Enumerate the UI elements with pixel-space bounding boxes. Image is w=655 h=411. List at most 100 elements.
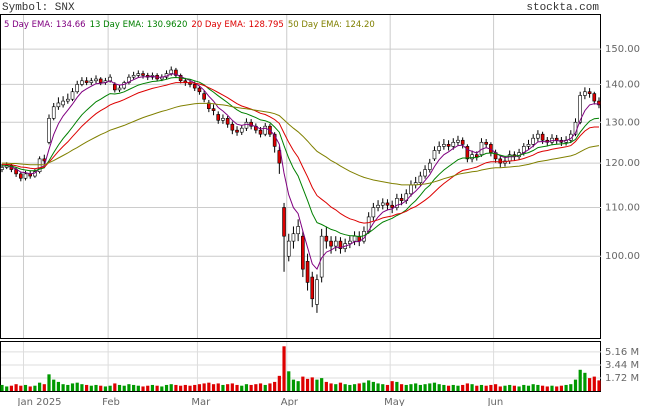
candle-body [108, 76, 112, 82]
volume-bar [597, 380, 601, 391]
volume-bar [89, 385, 93, 391]
volume-bar [33, 385, 37, 391]
candle-body [451, 141, 456, 147]
candle-body [80, 80, 84, 85]
volume-bar [423, 384, 427, 391]
volume-bar [536, 384, 540, 391]
volume-bar [357, 383, 361, 391]
volume-bar [47, 374, 51, 391]
volume-bar [141, 386, 145, 391]
volume-bar [437, 384, 441, 391]
y-tick-label: 120.00 [605, 158, 640, 169]
candle-body [399, 198, 404, 201]
candle-body [221, 118, 225, 121]
volume-bar [244, 384, 249, 391]
volume-bar [164, 384, 169, 391]
volume-bar [263, 384, 267, 391]
candle-body [380, 202, 385, 206]
legend-name: 13 Day EMA: [90, 20, 144, 30]
candle-body [296, 226, 300, 235]
candle-body [61, 100, 65, 106]
volume-bar [52, 379, 56, 391]
candle-body [249, 121, 253, 127]
candle-body [70, 91, 75, 100]
candle-body [418, 175, 423, 183]
candle-body [258, 129, 263, 135]
volume-bar [108, 385, 112, 391]
ema-line [2, 76, 600, 238]
price-panel [0, 14, 601, 339]
candle-body [216, 114, 221, 121]
candle-body [94, 78, 98, 82]
volume-bar [0, 384, 4, 391]
volume-bar [258, 383, 263, 391]
candle-body [244, 121, 249, 129]
candle-body [89, 80, 94, 83]
volume-bar [183, 384, 187, 391]
candle-body [460, 139, 465, 145]
candle-body [136, 73, 141, 76]
volume-bar [277, 375, 281, 391]
volume-bar [296, 381, 300, 391]
volume-bar [559, 385, 563, 391]
volume-bar [38, 382, 42, 391]
volume-bar [268, 383, 272, 391]
x-tick-label: Feb [102, 397, 120, 406]
candle-body [113, 84, 117, 91]
y-tick-label: 140.00 [605, 79, 640, 90]
volume-bar [61, 384, 65, 391]
y-tick-label: 110.00 [605, 203, 640, 214]
candle-body [211, 108, 216, 111]
candle-body [587, 91, 592, 94]
volume-bar [385, 384, 390, 391]
candle-body [282, 207, 286, 237]
y-tick-label: 130.00 [605, 117, 640, 128]
volume-bar [569, 384, 573, 391]
candle-body [174, 69, 178, 76]
candle-body [554, 137, 559, 141]
volume-bar [127, 384, 131, 391]
candle-body [19, 173, 23, 179]
volume-bar [324, 381, 328, 391]
legend: 5 Day EMA: 134.66 13 Day EMA: 130.9620 20 Da… [4, 20, 375, 30]
candle-body [239, 127, 244, 133]
volume-bar [113, 383, 117, 391]
volume-bar [42, 384, 46, 391]
volume-bar [522, 384, 526, 391]
candle-body [592, 93, 597, 102]
volume-bar [503, 385, 507, 391]
volume-bar [150, 384, 155, 391]
candle-body [498, 158, 503, 164]
volume-bar [193, 384, 197, 391]
candle-body [98, 78, 103, 83]
candle-body [333, 240, 338, 247]
volume-bar [94, 384, 98, 391]
candle-body [263, 125, 268, 135]
candle-body [169, 69, 174, 74]
candle-body [127, 76, 131, 83]
volume-panel [0, 341, 601, 392]
volume-bar [226, 384, 230, 391]
volume-bar [352, 384, 357, 391]
y-tick-label: 150.00 [605, 44, 640, 55]
candles [0, 66, 601, 313]
candle-body [0, 167, 4, 170]
candle-body [305, 261, 310, 283]
candle-body [301, 235, 305, 270]
candle-body [291, 233, 296, 242]
legend-value: 130.9620 [147, 20, 188, 30]
candle-body [376, 204, 380, 208]
candle-body [540, 133, 545, 141]
volume-bar [117, 384, 122, 391]
legend-name: 20 Day EMA: [191, 20, 245, 30]
volume-bar [155, 385, 159, 391]
volume-bar [221, 384, 225, 391]
candle-body [66, 98, 70, 102]
volume-bar [465, 383, 469, 391]
candle-body [338, 240, 343, 249]
legend-value: 134.66 [56, 20, 86, 30]
volume-bar [254, 384, 258, 391]
legend-name: 5 Day EMA: [4, 20, 53, 30]
